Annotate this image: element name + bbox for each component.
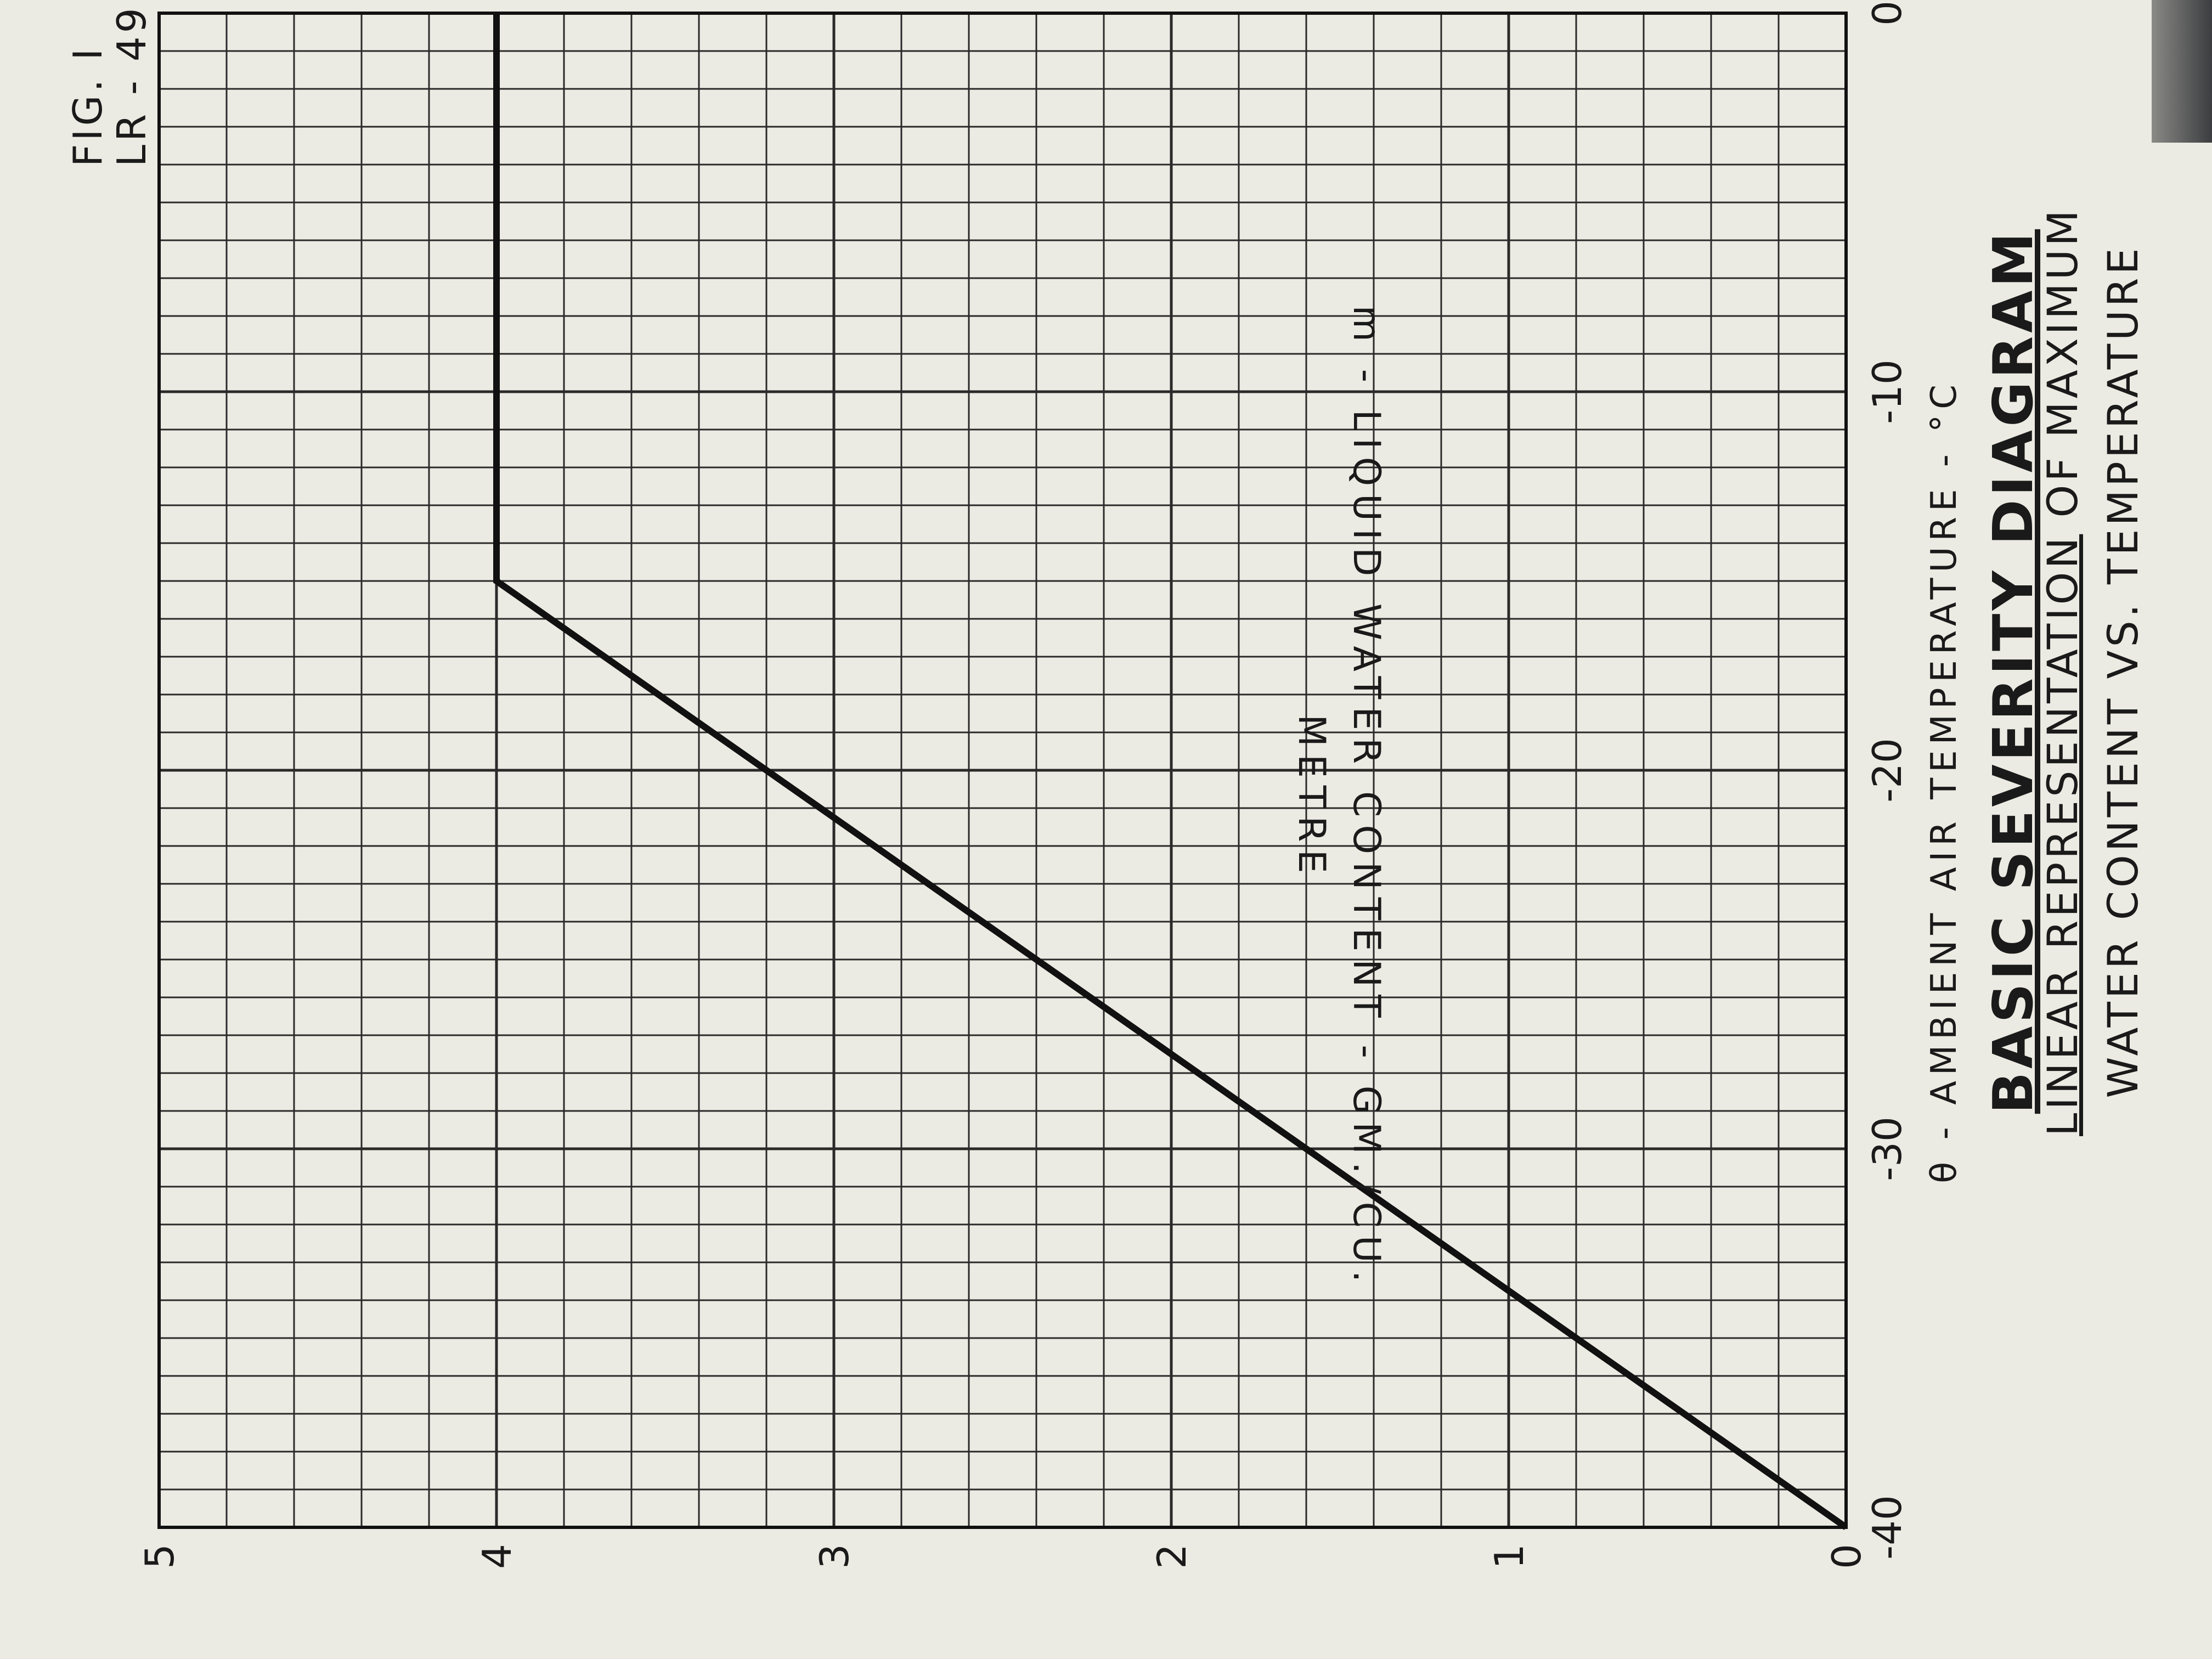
x-tick-label: -30: [1864, 1116, 1910, 1181]
x-tick-labels: -40 -30 -20 -10 0: [1864, 1, 1910, 1560]
plot-frame: [157, 12, 1848, 1529]
chart-title: BASIC SEVERITY DIAGRAM: [1981, 229, 2045, 1114]
chart-subtitle-line1: LINEAR REPRESENTATION OF MAXIMUM: [2038, 0, 2087, 1440]
x-tick-label: -40: [1864, 1495, 1910, 1560]
plot-border: [157, 12, 1848, 1529]
x-tick-label: -10: [1864, 359, 1910, 424]
y-tick-label: 2: [1149, 1544, 1195, 1569]
y-tick-label: 4: [474, 1544, 520, 1569]
subtitle-underlined: LINEAR REPRESENTATION: [2038, 534, 2087, 1136]
grid: [157, 12, 1848, 1529]
y-axis-label: m - LIQUID WATER CONTENT - GM./CU. METRE: [1290, 305, 1388, 1290]
subtitle-rest: OF MAXIMUM: [2038, 207, 2087, 534]
report-code: LR - 49: [109, 4, 155, 167]
x-tick-label: 0: [1864, 1, 1910, 26]
fig-number: FIG. I: [65, 45, 111, 167]
page-edge-shadow: [2152, 0, 2212, 143]
x-tick-label: -20: [1864, 738, 1910, 803]
chart-subtitle-line2: WATER CONTENT VS. TEMPERATURE: [2098, 245, 2147, 1098]
y-tick-labels: 0 1 2 3 4 5: [137, 1544, 1870, 1569]
y-tick-label: 1: [1486, 1544, 1532, 1569]
y-tick-label: 5: [137, 1544, 183, 1569]
y-tick-label: 0: [1824, 1544, 1870, 1569]
y-tick-label: 3: [811, 1544, 857, 1569]
series-group: [493, 13, 1848, 1530]
figure-id: FIG. I LR - 49: [65, 4, 155, 167]
series-line: [493, 13, 1848, 1530]
x-axis-label: θ - AMBIENT AIR TEMPERATURE - °C: [1924, 379, 1965, 1183]
